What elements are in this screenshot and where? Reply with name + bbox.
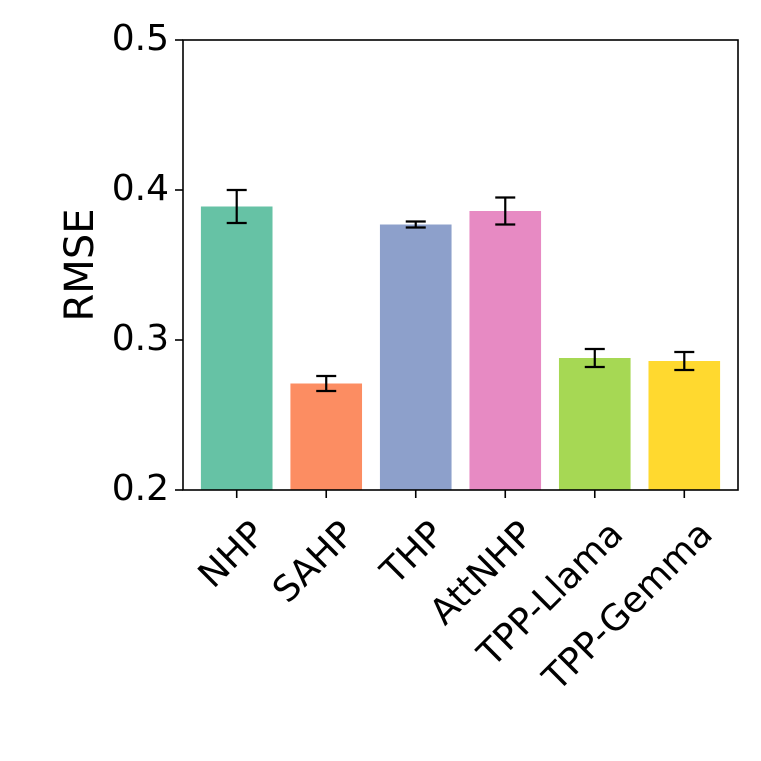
error-bar-nhp — [226, 188, 247, 225]
error-bar-attnhp — [495, 196, 516, 226]
error-bars-layer — [226, 188, 695, 393]
bar-sahp — [290, 383, 363, 490]
x-tick-label-thp: THP — [372, 513, 452, 593]
y-tick-label: 0.3 — [112, 318, 169, 359]
error-bar-tpp-gemma — [674, 350, 695, 372]
y-axis: 0.2 0.3 0.4 0.5 — [112, 18, 183, 509]
y-tick-label: 0.4 — [112, 168, 169, 209]
x-tick-label-sahp: SAHP — [265, 513, 363, 611]
error-bar-thp — [405, 220, 426, 229]
plot-frame — [182, 39, 739, 491]
y-axis-title: RMSE — [57, 209, 103, 322]
bar-tpp-llama — [558, 358, 631, 490]
y-tick-label: 0.2 — [112, 468, 169, 509]
x-tick-label-nhp: NHP — [191, 513, 274, 596]
bar-nhp — [200, 206, 273, 490]
bar-attnhp — [469, 211, 542, 490]
y-tick-label: 0.5 — [112, 18, 169, 59]
bar-thp — [379, 224, 452, 490]
bar-tpp-gemma — [648, 361, 721, 490]
error-bar-tpp-llama — [584, 347, 605, 369]
bars-layer — [200, 206, 721, 490]
error-bar-sahp — [316, 374, 337, 393]
